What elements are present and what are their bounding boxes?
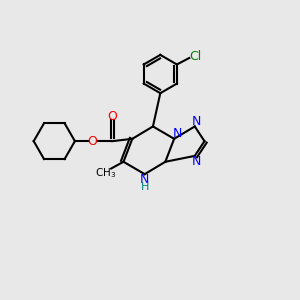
Text: Cl: Cl <box>189 50 201 63</box>
Text: N: N <box>173 127 182 140</box>
Text: O: O <box>88 135 98 148</box>
Text: CH$_3$: CH$_3$ <box>95 167 116 181</box>
Text: H: H <box>140 182 149 191</box>
Text: N: N <box>140 173 149 186</box>
Text: N: N <box>191 155 201 168</box>
Text: O: O <box>107 110 117 123</box>
Text: N: N <box>191 115 201 128</box>
